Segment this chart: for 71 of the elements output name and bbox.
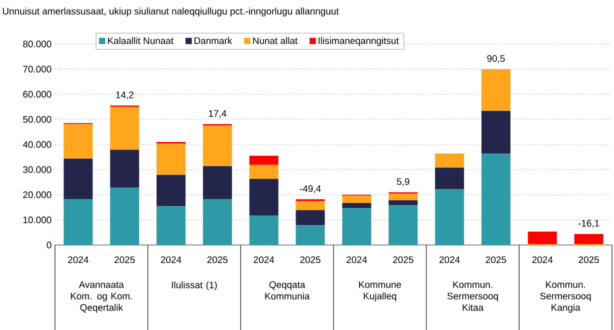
bar: [481, 110, 510, 154]
bar: [249, 164, 278, 179]
x-tick-label: 2024: [346, 256, 367, 263]
x-tick-label: 2025: [486, 256, 506, 263]
y-tick-label: 10.000: [23, 216, 52, 224]
x-tick-label: 2025: [578, 256, 599, 263]
y-tick-label: 0: [46, 242, 52, 248]
bar: [156, 144, 186, 175]
bar: [249, 178, 278, 216]
bar: [342, 196, 372, 203]
bar: [388, 194, 418, 200]
y-tick-label: 30.000: [23, 166, 52, 173]
bar: [156, 174, 186, 206]
bar: [342, 208, 372, 245]
text: Kommun. Sermersooq Kangia: [540, 281, 591, 313]
x-tick-label: 2024: [254, 256, 274, 263]
bar: [110, 106, 140, 150]
annotation: -16,1: [578, 220, 600, 228]
x-tick-label: 2024: [439, 256, 460, 263]
y-tick-label: 70.000: [23, 66, 52, 72]
text: Qeqqata Kommunia: [265, 281, 310, 300]
bar: [574, 234, 604, 244]
bar: [202, 198, 232, 245]
x-tick-label: 2025: [393, 256, 414, 263]
annotation: 5,9: [396, 178, 410, 186]
y-tick-label: 40.000: [22, 141, 52, 148]
bar: [342, 202, 372, 208]
annotation: 14,2: [116, 91, 134, 100]
y-tick-label: 60.000: [23, 90, 52, 98]
bar: [64, 124, 93, 158]
bar: [202, 126, 232, 166]
legend-label: Ilisimaneqanngitsut: [318, 36, 399, 46]
bar: [64, 198, 93, 245]
x-tick-label: 2024: [532, 256, 553, 263]
bar: [64, 158, 93, 199]
bar: [481, 154, 510, 245]
bar: [435, 167, 464, 189]
annotation: 17,4: [208, 110, 226, 118]
annotation: 90,5: [487, 54, 505, 63]
text: Kommun. Sermersooq Kitaa: [447, 281, 498, 311]
y-tick-label: 50.000: [23, 116, 52, 123]
legend-label: Danmark: [194, 36, 232, 44]
bar: [249, 215, 278, 245]
x-tick-label: 2025: [300, 256, 320, 263]
bar: [388, 205, 418, 245]
text: Avannaata Kom. og Kom. Qeqertalik: [70, 281, 132, 313]
bar: [296, 225, 325, 245]
bar: [249, 156, 278, 165]
x-tick-label: 2025: [207, 256, 228, 263]
x-tick-label: 2025: [114, 256, 135, 263]
x-tick-label: 2024: [160, 256, 182, 263]
y-tick-label: 80.000: [23, 40, 52, 48]
bar: [481, 68, 510, 111]
bar: [296, 210, 325, 226]
annotation: -49,4: [300, 185, 321, 193]
text: Ilulissat (1): [172, 281, 217, 290]
x-tick-label: 2024: [68, 256, 88, 263]
text: Kommune Kujalleq: [359, 281, 402, 302]
bar: [435, 153, 464, 168]
chart-title: Unnuisut amerlassusaat, ukiup siulianut naleqqiullugu pct.-inngorlugu allannguut: [2, 7, 339, 16]
bar: [156, 206, 186, 245]
bar: [202, 166, 232, 199]
bar: [296, 200, 325, 210]
bar: [388, 200, 418, 206]
y-tick-label: 20.000: [23, 191, 52, 198]
legend-label: Kalaallit Nunaat: [108, 36, 174, 44]
bar: [110, 188, 140, 245]
bar: [528, 232, 557, 244]
bar: [435, 188, 464, 245]
legend-label: Nunat allat: [253, 36, 298, 44]
bar: [110, 150, 140, 188]
